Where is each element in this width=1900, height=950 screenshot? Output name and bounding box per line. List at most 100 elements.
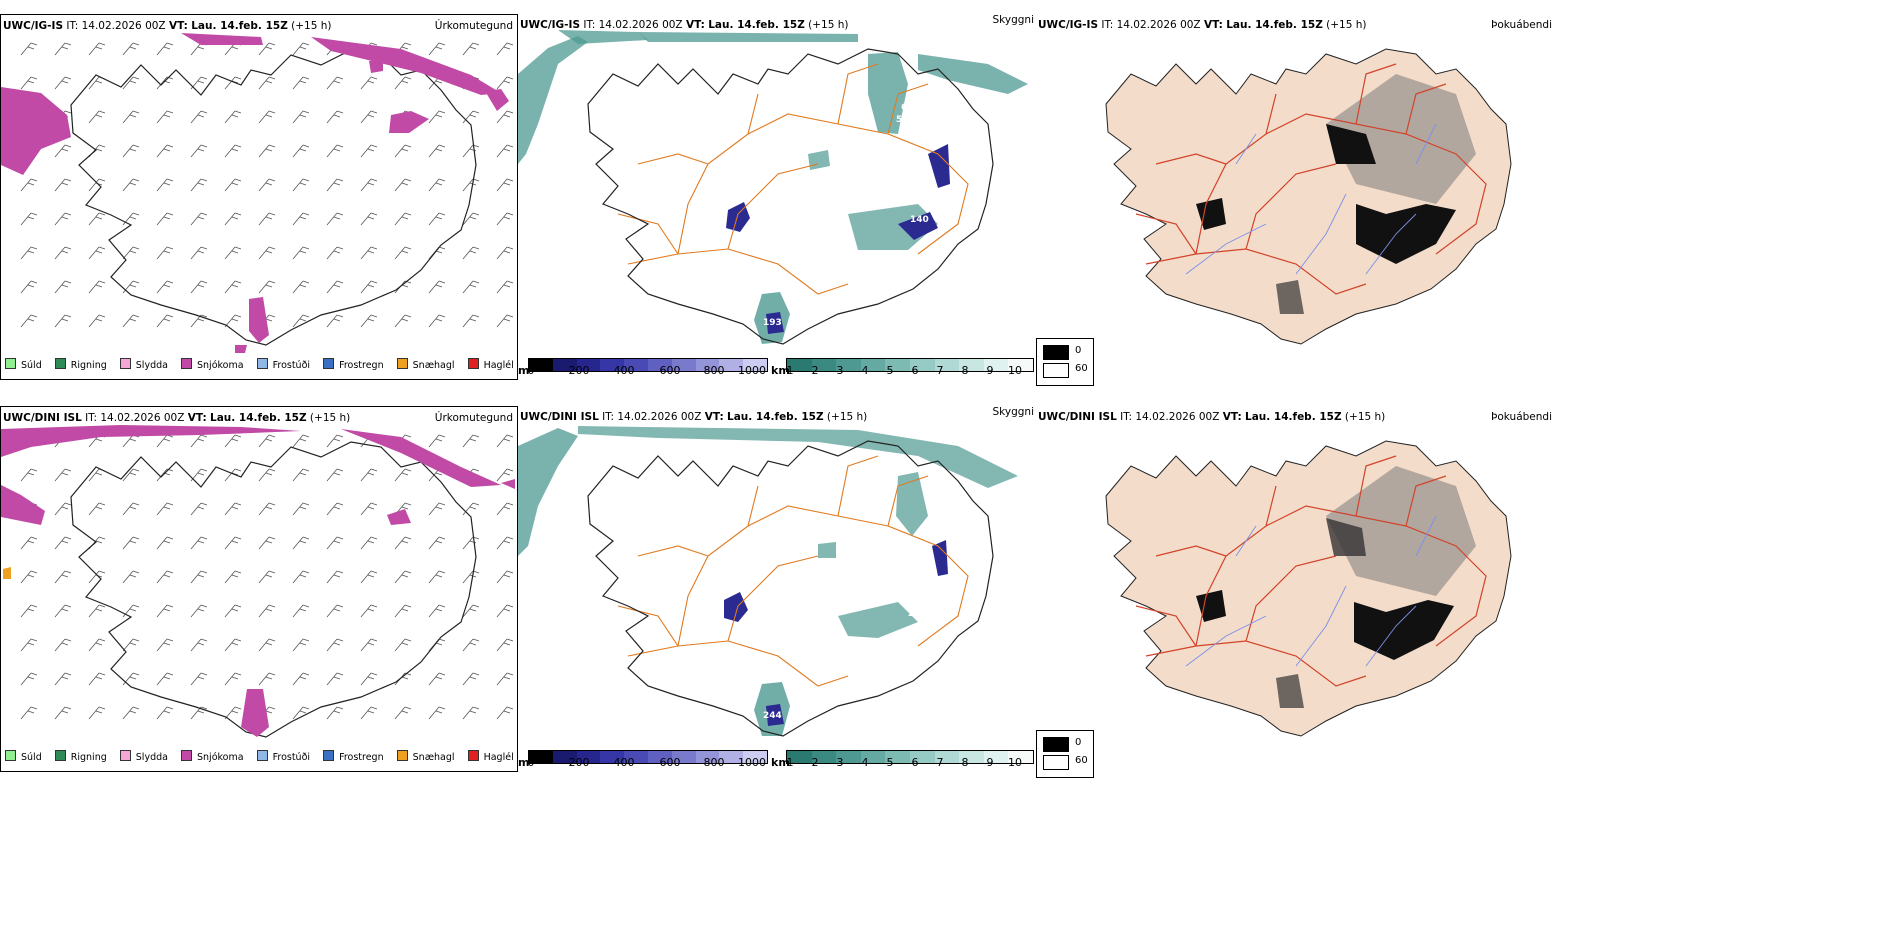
legend-item: Snæhagl xyxy=(396,750,455,763)
visibility-m-colorbar xyxy=(528,750,768,764)
panel-type-label: Úrkomutegund xyxy=(434,412,513,424)
wind-barb xyxy=(496,314,514,328)
wind-barb xyxy=(20,706,38,720)
tick-label: 7 xyxy=(936,756,944,769)
wind-barb xyxy=(326,706,344,720)
wind-barb xyxy=(292,212,310,226)
tick-label: 400 xyxy=(613,364,635,377)
fog-scale-value: 0 xyxy=(1075,737,1082,748)
wind-barb xyxy=(190,246,208,260)
wind-barb xyxy=(360,468,378,482)
tick-label: 2 xyxy=(811,364,819,377)
wind-barb xyxy=(20,246,38,260)
cbar-cell xyxy=(983,359,1009,371)
cbar-cell xyxy=(909,751,935,763)
wind-barb xyxy=(292,280,310,294)
wind-barb xyxy=(88,246,106,260)
wind-barb xyxy=(258,638,276,652)
wind-barb xyxy=(496,536,514,550)
tick-label: 0 xyxy=(527,756,535,769)
wind-barb xyxy=(20,42,38,56)
wind-barb xyxy=(122,178,140,192)
wind-barb xyxy=(156,178,174,192)
cbar-cell xyxy=(836,359,861,371)
legend-item: Slydda xyxy=(119,750,168,763)
legend-item: Rigning xyxy=(54,358,107,371)
cbar-cell xyxy=(787,359,812,371)
wind-barb xyxy=(88,314,106,328)
cbar-cell xyxy=(600,359,625,371)
wind-barb xyxy=(156,604,174,618)
tick-label: 800 xyxy=(703,364,725,377)
wind-barb xyxy=(54,246,72,260)
wind-barb xyxy=(394,604,412,618)
cbar-cell xyxy=(719,751,744,763)
wind-barb xyxy=(462,42,480,56)
wind-barb xyxy=(394,314,412,328)
wind-barb xyxy=(292,42,310,56)
tick-label: 5 xyxy=(886,364,894,377)
cbar-cell xyxy=(719,359,744,371)
tick-label: 8 xyxy=(961,364,969,377)
wind-barb xyxy=(156,42,174,56)
wind-barb xyxy=(190,570,208,584)
legend-swatch xyxy=(396,358,408,369)
wind-barb xyxy=(496,144,514,158)
tick-label: 10 xyxy=(1008,756,1022,769)
wind-barb xyxy=(122,434,140,448)
tick-label: 800 xyxy=(703,756,725,769)
legend-item: Frostregn xyxy=(323,750,384,763)
cbar-cell xyxy=(576,751,601,763)
cbar-cell xyxy=(1008,359,1033,371)
wind-barb xyxy=(122,110,140,124)
tick-label: 1 xyxy=(786,756,794,769)
iceland-fog-map xyxy=(1105,48,1512,345)
wind-barb xyxy=(326,468,344,482)
legend-swatch xyxy=(467,750,479,761)
wind-barb xyxy=(496,706,514,720)
wind-barb xyxy=(258,76,276,90)
wind-barb xyxy=(224,76,242,90)
legend-item: Frostúði xyxy=(256,358,310,371)
wind-barb xyxy=(88,604,106,618)
wind-barb xyxy=(88,42,106,56)
wind-barb xyxy=(20,638,38,652)
wind-barb xyxy=(496,638,514,652)
wind-barb xyxy=(190,536,208,550)
wind-barb xyxy=(326,536,344,550)
wind-barb xyxy=(462,604,480,618)
wind-barb xyxy=(496,42,514,56)
wind-barb xyxy=(156,706,174,720)
wind-barb xyxy=(428,280,446,294)
wind-barb xyxy=(258,280,276,294)
wind-barb xyxy=(88,502,106,516)
wind-barb xyxy=(88,706,106,720)
wind-barb xyxy=(326,212,344,226)
legend-swatch xyxy=(256,358,268,369)
tick-label: 200 xyxy=(568,364,590,377)
fog-scale-2: 0 60 xyxy=(1036,730,1094,778)
cbar-cell xyxy=(885,751,910,763)
spot-value: 52 xyxy=(896,115,909,125)
wind-barb xyxy=(54,212,72,226)
unit-m: m xyxy=(518,364,530,377)
wind-barb xyxy=(258,110,276,124)
unit-km: km xyxy=(771,756,790,769)
wind-barb xyxy=(360,672,378,686)
legend-item: Haglél xyxy=(467,750,514,763)
iceland-visibility-map: 62 52 57 140 193 xyxy=(518,30,1028,345)
wind-barb xyxy=(326,280,344,294)
fog-swatch-black xyxy=(1043,345,1069,360)
wind-barb xyxy=(394,638,412,652)
wind-barb xyxy=(54,502,72,516)
precip-type-panel-1: UWC/IG-IS IT: 14.02.2026 00Z VT: Lau. 14… xyxy=(0,14,518,380)
wind-barb xyxy=(394,536,412,550)
wind-barb xyxy=(428,212,446,226)
legend-swatch xyxy=(54,750,66,761)
cbar-cell xyxy=(552,751,577,763)
wind-barb xyxy=(428,144,446,158)
legend-item: Súld xyxy=(5,358,42,371)
wind-barb xyxy=(462,434,480,448)
wind-barb xyxy=(190,212,208,226)
wind-barb xyxy=(224,570,242,584)
